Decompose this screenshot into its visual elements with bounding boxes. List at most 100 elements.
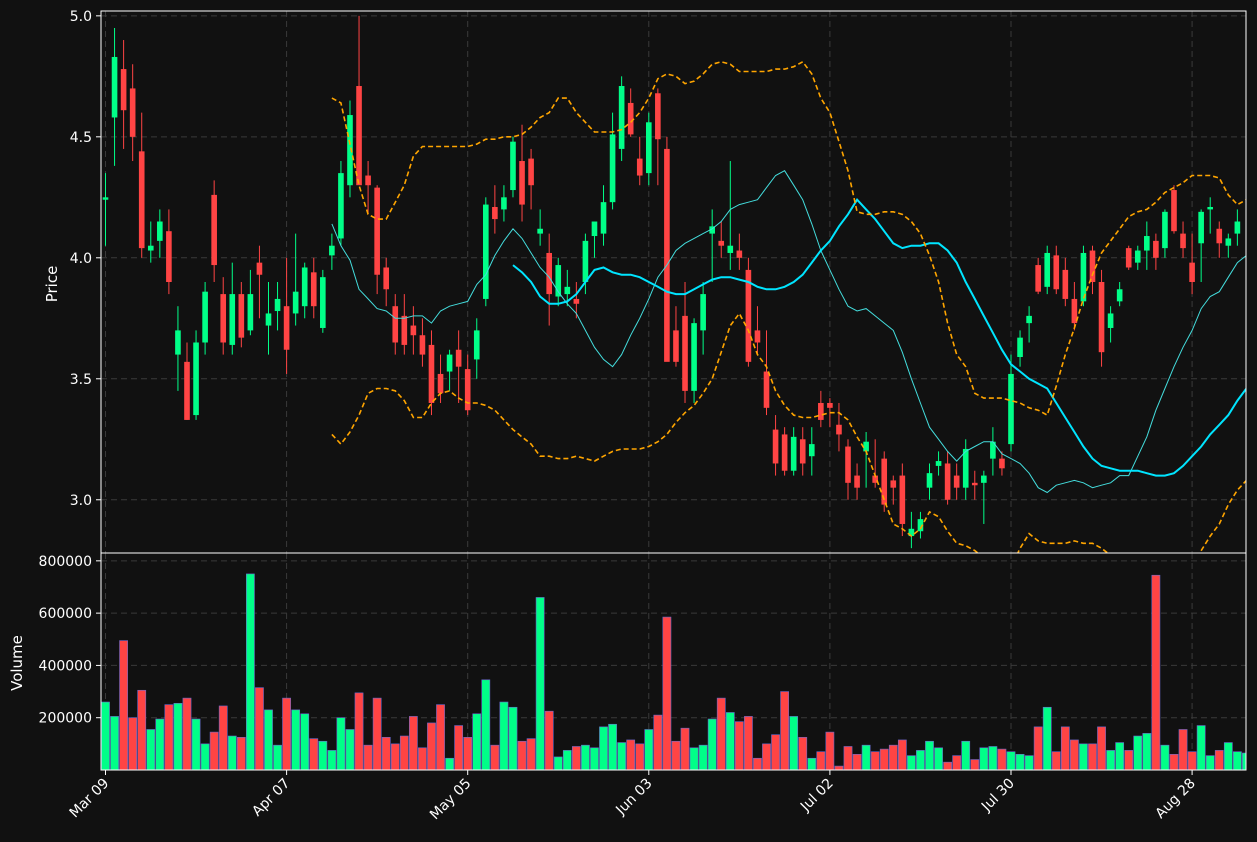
volume-bar (1088, 743, 1097, 770)
volume-bar (870, 751, 880, 770)
volume-bar (780, 691, 789, 770)
candle-up (175, 330, 181, 355)
volume-bar (544, 710, 554, 770)
candle-down (845, 446, 851, 483)
candle-down (392, 306, 399, 343)
bollinger-band-line (331, 60, 1246, 417)
volume-bar (581, 744, 590, 770)
candle-down (781, 434, 788, 471)
candle-down (238, 294, 245, 338)
volume-bar (137, 689, 147, 770)
candle-up (157, 221, 163, 241)
candle-down (872, 475, 878, 483)
volume-bar (988, 746, 998, 770)
volume-bar (1232, 751, 1242, 770)
candle-up (473, 330, 480, 360)
candle-down (682, 315, 688, 391)
candle-up (935, 461, 942, 466)
candle-up (111, 56, 118, 118)
volume-bar (472, 713, 482, 770)
candle-down (636, 158, 643, 176)
candle-down (138, 151, 145, 249)
candle-down (1189, 262, 1195, 282)
volume-bar (255, 687, 264, 770)
candle-down (310, 272, 317, 307)
volume-bar (300, 713, 310, 770)
volume-bar (907, 755, 916, 770)
candle-up (338, 173, 344, 239)
overlay-lines (331, 60, 1246, 553)
candle-down (374, 187, 380, 275)
volume-bar (807, 757, 817, 770)
candle-up (645, 122, 652, 174)
candle-up (1107, 313, 1114, 328)
candle-down (419, 335, 426, 355)
volume-bar (553, 756, 563, 770)
volume-bar (925, 740, 934, 770)
candle-down (763, 371, 770, 408)
candle-up (1080, 252, 1087, 302)
volume-bar (1133, 735, 1143, 770)
price-tick-label: 3.5 (70, 372, 92, 388)
candle-down (410, 325, 417, 336)
volume-bar (246, 573, 255, 770)
volume-bar (626, 739, 636, 770)
candle-down (464, 369, 471, 411)
candle-down (1180, 233, 1186, 249)
candle-down (1035, 265, 1041, 292)
candle-up (1198, 211, 1204, 244)
candle-down (528, 158, 534, 186)
volume-bar (535, 597, 545, 770)
candle-up (808, 444, 815, 457)
volume-bar (227, 735, 237, 770)
volume-tick-label: 800000 (39, 554, 92, 570)
candle-up (1225, 238, 1232, 246)
bollinger-band-line (331, 312, 1246, 553)
volume-bar (318, 740, 328, 770)
volume-bar (762, 743, 771, 770)
slow-moving-average-line (512, 198, 1246, 477)
volume-bar (517, 740, 527, 770)
volume-bar (508, 706, 518, 770)
volume-bar (399, 735, 409, 770)
volume-bar (1178, 729, 1188, 770)
candle-down (999, 458, 1005, 469)
volume-bar (1033, 726, 1043, 770)
volume-bar (698, 744, 708, 770)
candle-down (184, 361, 190, 420)
candle-up (555, 265, 562, 297)
candle-down (166, 231, 172, 282)
volume-bar (961, 740, 971, 770)
candle-up (591, 221, 598, 237)
volume-bar (1142, 733, 1152, 770)
volume-bar (1051, 751, 1061, 770)
volume-bar (662, 616, 672, 770)
volume-bar (825, 731, 835, 770)
volume-bar (372, 697, 382, 770)
candle-up (347, 115, 353, 186)
volume-bar (218, 705, 228, 770)
volume-tick-label: 200000 (39, 711, 92, 727)
volume-bar (490, 744, 500, 770)
volume-bar (979, 747, 989, 770)
volume-bar (182, 697, 192, 770)
volume-bar (427, 722, 436, 770)
volume-bar (1070, 739, 1079, 770)
volume-bar (599, 726, 608, 770)
candle-down (971, 482, 978, 486)
volume-bar (671, 740, 681, 770)
candle-up (863, 441, 869, 452)
volume-bar (744, 716, 753, 770)
candle-up (446, 354, 453, 372)
candle-down (836, 424, 842, 435)
candle-up (537, 228, 543, 234)
volume-tick-label: 400000 (39, 658, 92, 674)
candle-up (990, 441, 996, 459)
candle-down (492, 206, 498, 220)
candle-down (1171, 190, 1177, 232)
volume-bar (282, 697, 291, 770)
candle-up (1207, 206, 1214, 210)
volume-bar (680, 727, 690, 770)
candle-up (709, 226, 715, 234)
volume-bar (834, 765, 844, 770)
